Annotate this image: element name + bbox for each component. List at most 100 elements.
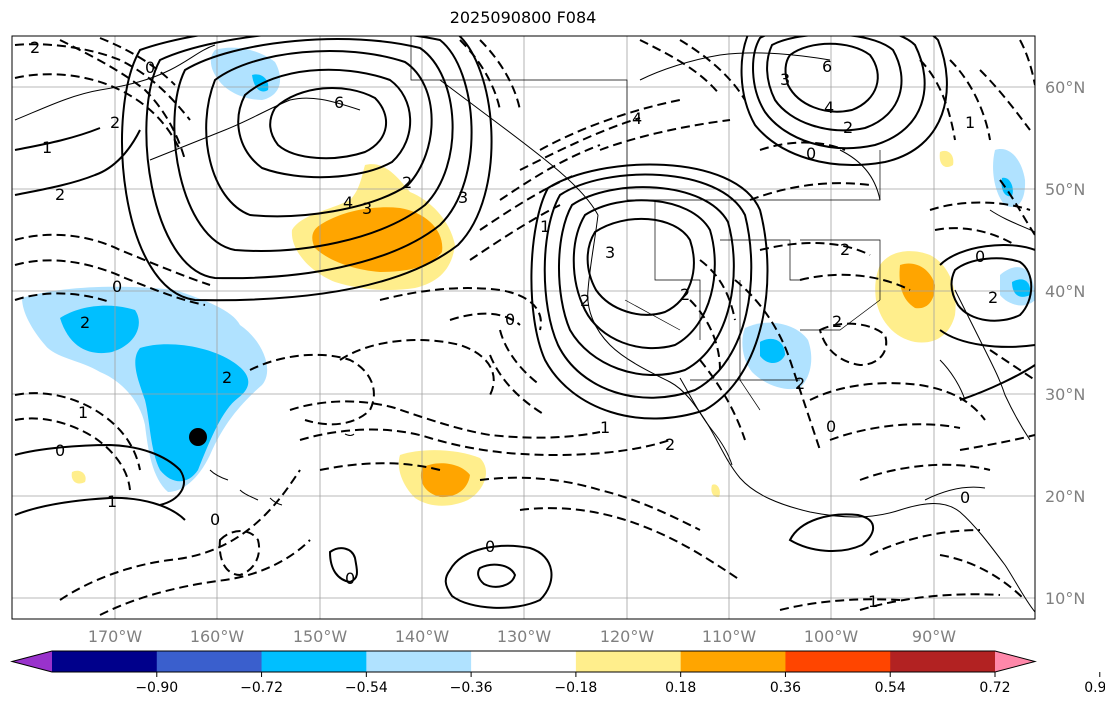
positive-anomaly-core <box>899 263 935 309</box>
shaded-anomalies <box>22 47 1035 506</box>
contour-label: 2 <box>832 312 842 331</box>
lon-label-160w: 160°W <box>190 627 245 646</box>
contour-label: 1 <box>78 403 88 422</box>
lat-label-40: 40°N <box>1045 282 1085 301</box>
solid-contours <box>14 36 1035 609</box>
colorbar: −0.90 −0.72 −0.54 −0.36 −0.18 0.18 0.36 0.54 0.7… <box>10 650 1105 696</box>
colorbar-segment <box>366 651 472 672</box>
contour-label: 1 <box>540 217 550 236</box>
contour-label: 2 <box>110 113 120 132</box>
latitude-labels: 60°N 50°N 40°N 30°N 20°N 10°N <box>1045 78 1085 608</box>
lon-label-140w: 140°W <box>395 627 450 646</box>
contour-label: 0 <box>975 247 985 266</box>
contour-label: 0 <box>485 537 495 556</box>
contour-label: 1 <box>107 492 117 511</box>
colorbar-tick-label: 0.36 <box>770 680 801 696</box>
contour-label: 2 <box>80 313 90 332</box>
colorbar-segment <box>575 651 682 672</box>
contour-label: 4 <box>632 109 642 128</box>
contour-label: 0 <box>112 277 122 296</box>
lon-label-110w: 110°W <box>702 627 757 646</box>
contour-label: 2 <box>795 374 805 393</box>
colorbar-tick-label: −0.18 <box>554 680 597 696</box>
positive-anomaly-core <box>420 463 470 498</box>
colorbar-tick-label: 0.72 <box>979 680 1010 696</box>
contour-label: 1 <box>965 113 975 132</box>
lon-label-120w: 120°W <box>600 627 655 646</box>
lon-label-90w: 90°W <box>912 627 956 646</box>
colorbar-tick-label: −0.54 <box>345 680 388 696</box>
contour-label: 3 <box>605 243 615 262</box>
contour-label: 0 <box>145 58 155 77</box>
lat-label-30: 30°N <box>1045 385 1085 404</box>
contour-label: 1 <box>600 418 610 437</box>
negative-anomaly-core <box>1012 279 1031 297</box>
contour-label: 2 <box>665 435 675 454</box>
lat-label-60: 60°N <box>1045 78 1085 97</box>
positive-anomaly-core <box>312 207 443 272</box>
colorbar-tick-label: 0.18 <box>665 680 696 696</box>
colorbar-tick-label: −0.36 <box>450 680 493 696</box>
colorbar-segment <box>680 651 786 672</box>
contour-label: 0 <box>826 417 836 436</box>
lat-label-20: 20°N <box>1045 487 1085 506</box>
colorbar-outline <box>10 650 1037 673</box>
contour-label: 4 <box>824 98 834 117</box>
colorbar-extend-low <box>12 651 52 672</box>
map-title: 2025090800 F084 <box>449 8 597 27</box>
longitude-labels: 170°W 160°W 150°W 140°W 130°W 120°W 110°… <box>88 627 956 646</box>
positive-anomaly-region <box>711 484 720 498</box>
dashed-contours <box>14 37 1035 616</box>
negative-anomaly-core <box>135 344 249 482</box>
contour-label: 2 <box>222 368 232 387</box>
colorbar-tick-label: −0.72 <box>240 680 283 696</box>
negative-anomaly-region <box>993 149 1026 208</box>
negative-anomaly-core <box>60 305 139 354</box>
lon-label-150w: 150°W <box>293 627 348 646</box>
contour-label: 6 <box>334 93 344 112</box>
map-frame <box>11 35 1036 620</box>
lon-label-100w: 100°W <box>804 627 859 646</box>
lat-label-50: 50°N <box>1045 180 1085 199</box>
contour-label: 3 <box>780 70 790 89</box>
negative-anomaly-core <box>760 338 785 364</box>
negative-anomaly-core <box>1001 177 1013 197</box>
contour-label: 2 <box>402 173 412 192</box>
colorbar-tick-label: −0.90 <box>135 680 178 696</box>
positive-anomaly-region <box>939 150 954 168</box>
contour-label: 0 <box>55 441 65 460</box>
colorbar-segment <box>261 651 367 672</box>
contour-label: 0 <box>806 144 816 163</box>
lon-label-130w: 130°W <box>497 627 552 646</box>
colorbar-segment <box>890 651 996 672</box>
colorbar-extend-high <box>995 651 1035 672</box>
location-marker <box>189 428 207 446</box>
contour-label: 0 <box>505 310 515 329</box>
coastlines <box>14 44 1035 613</box>
contour-label: 4 <box>343 193 353 212</box>
contour-label: 0 <box>210 510 220 529</box>
contour-label: 0 <box>960 488 970 507</box>
lon-label-170w: 170°W <box>88 627 143 646</box>
contour-label: 1 <box>868 592 878 611</box>
colorbar-tick-label: 0.90 <box>1084 680 1105 696</box>
contour-label: 2 <box>843 118 853 137</box>
contour-labels: 2 0 2 6 4 3 2 3 4 3 2 1 0 2 2 1 2 2 0 1 … <box>30 38 998 611</box>
contour-label: 1 <box>42 138 52 157</box>
contour-label: 3 <box>362 199 372 218</box>
contour-label: 2 <box>680 285 690 304</box>
colorbar-segment <box>785 651 891 672</box>
contour-label: 2 <box>30 38 40 57</box>
colorbar-segment <box>52 651 158 672</box>
contour-label: 6 <box>822 57 832 76</box>
colorbar-segment <box>156 651 263 672</box>
contour-label: 2 <box>580 291 590 310</box>
colorbar-tick-label: 0.54 <box>875 680 906 696</box>
contour-label: 2 <box>55 185 65 204</box>
colorbar-segment <box>471 651 577 672</box>
contour-label: 2 <box>840 240 850 259</box>
lat-label-10: 10°N <box>1045 589 1085 608</box>
positive-anomaly-region <box>71 470 86 484</box>
contour-label: 2 <box>988 288 998 307</box>
